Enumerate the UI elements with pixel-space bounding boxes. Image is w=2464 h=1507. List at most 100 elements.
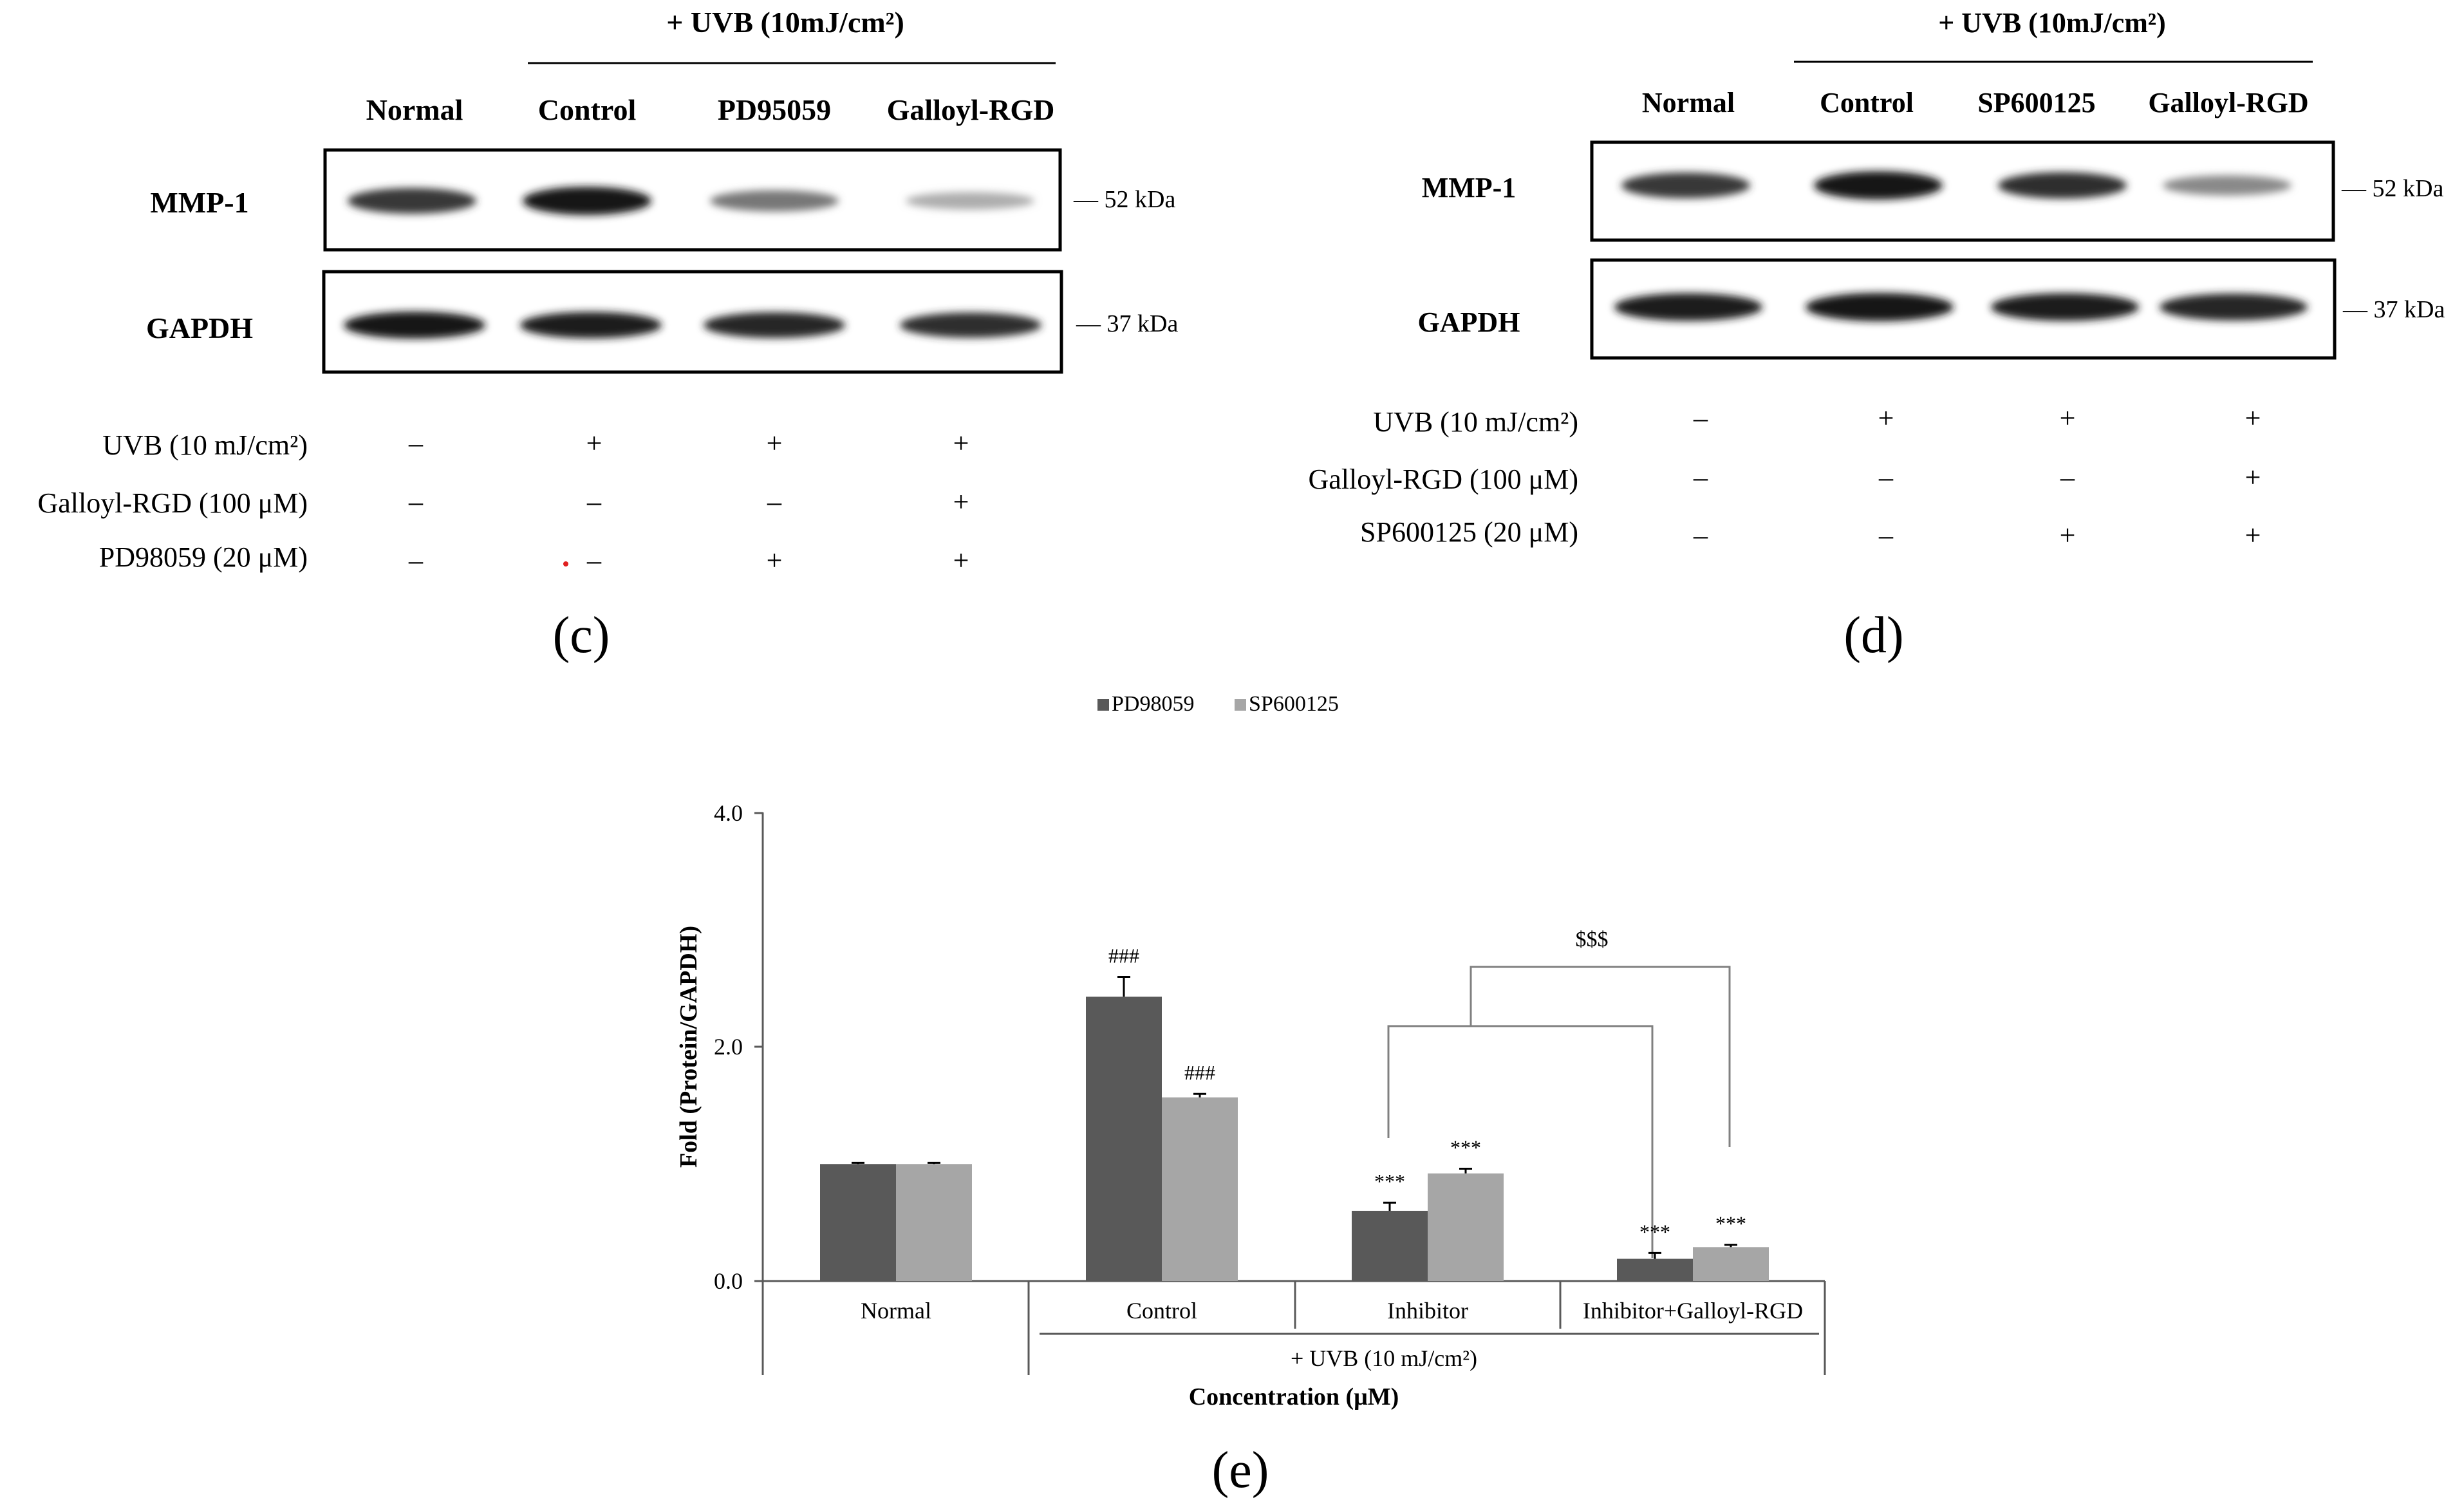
panel-c-uvb-1: + [586,427,602,459]
category-label-inhibitor-galloyl: Inhibitor+Galloyl-RGD [1583,1298,1803,1324]
panel-d-gapdh-band-1 [1806,293,1954,321]
panel-d: + UVB (10mJ/cm²) Normal Control SP600125… [1308,7,2445,664]
legend-label-sp600125: SP600125 [1249,692,1339,716]
bars: ### *** *** ### *** *** [820,944,1769,1281]
panel-d-uvb-0: – [1693,402,1708,434]
panel-d-mmp1-band-2 [1998,172,2127,199]
panel-d-sp-1: – [1878,519,1894,551]
y-tick-label-2: 2.0 [714,1034,743,1060]
panel-d-mmp1-band-3 [2163,175,2291,196]
annotation-pd98059-3: *** [1639,1220,1670,1243]
panel-d-uvb-2: + [2060,402,2076,434]
panel-d-mmp1-band-0 [1621,172,1750,199]
panel-d-sp-0: – [1693,519,1708,551]
panel-c-uvb-2: + [767,427,783,459]
bar-pd98059-3 [1617,1259,1693,1281]
panel-c-mmp1-band-3 [906,192,1034,210]
panel-c-gal-1: – [586,486,602,518]
panel-d-gal-3: + [2245,462,2261,493]
panel-c-uvb-0: – [408,427,424,459]
panel-d-lane-control: Control [1820,87,1914,118]
panel-d-cond-galloyl: Galloyl-RGD (100 μM) [1308,463,1578,495]
legend-label-pd98059: PD98059 [1112,692,1194,716]
panel-d-row-gapdh: GAPDH [1418,306,1520,338]
panel-c: + UVB (10mJ/cm²) Normal Control PD95059 … [37,6,1178,664]
panel-d-uvb-1: + [1878,402,1894,434]
panel-c-gapdh-band-2 [704,312,845,339]
panel-c-gapdh-bands [344,312,1041,339]
panel-d-lane-galloyl: Galloyl-RGD [2148,87,2308,118]
panel-c-gapdh-band-1 [520,312,662,339]
legend-swatch-sp600125 [1235,699,1246,711]
panel-c-red-dot [563,561,568,566]
uvb-group-label: + UVB (10 mJ/cm²) [1291,1345,1477,1371]
panel-c-gapdh-band-3 [900,312,1041,338]
bar-sp600125-3 [1693,1247,1769,1281]
panel-c-gal-0: – [408,486,424,518]
bracket-outer [1470,966,1731,1147]
legend-swatch-pd98059 [1097,699,1109,711]
bracket-inner [1387,1025,1654,1258]
panel-c-pd-3: + [953,545,969,576]
panel-c-caption: (c) [553,607,610,664]
panel-d-gapdh-bands [1614,293,2308,321]
panel-d-lane-normal: Normal [1642,87,1735,118]
panel-d-marker-52: — 52 kDa [2341,175,2443,202]
panel-e: PD98059 SP600125 0.0 2.0 4.0 Fold (Prote… [675,692,1826,1499]
panel-d-caption: (d) [1843,607,1903,664]
panel-c-gapdh-band-0 [344,312,485,339]
panel-d-lane-sp600125: SP600125 [1977,87,2095,118]
y-tick-label-4: 4.0 [714,800,743,826]
panel-c-row-gapdh: GAPDH [146,312,253,344]
panel-c-cond-uvb: UVB (10 mJ/cm²) [102,429,308,461]
panel-d-gapdh-band-3 [2160,293,2308,321]
panel-d-gal-0: – [1693,462,1708,493]
category-label-inhibitor: Inhibitor [1387,1298,1468,1324]
panel-c-lane-control: Control [538,93,637,126]
panel-c-row-mmp1: MMP-1 [150,186,248,219]
bar-pd98059-2 [1352,1210,1428,1281]
bar-sp600125-0 [896,1164,972,1281]
panel-c-mmp1-bands [348,187,1034,215]
panel-d-mmp1-band-1 [1814,171,1943,200]
panel-c-lane-pd95059: PD95059 [718,93,831,126]
panel-c-mmp1-band-0 [348,187,476,214]
panel-d-gal-2: – [2060,462,2075,493]
panel-c-cond-pd: PD98059 (20 μM) [99,541,308,573]
panel-d-sp-2: + [2060,519,2076,551]
panel-c-marker-37: — 37 kDa [1076,310,1178,337]
panel-d-uvb-3: + [2245,402,2261,434]
panel-c-lane-normal: Normal [366,93,463,126]
panel-c-pd-0: – [408,545,424,576]
bar-pd98059-0 [820,1164,896,1281]
panel-d-gapdh-band-2 [1991,293,2139,321]
panel-d-gal-1: – [1878,462,1894,493]
bar-sp600125-1 [1162,1097,1238,1281]
panel-c-pd-2: + [767,545,783,576]
panel-d-marker-37: — 37 kDa [2342,296,2445,323]
category-label-normal: Normal [861,1298,931,1324]
panel-e-caption: (e) [1212,1442,1269,1499]
bracket-label: $$$ [1576,928,1609,951]
annotation-sp600125-1: ### [1184,1061,1215,1084]
panel-d-sp-3: + [2245,519,2261,551]
panel-d-cond-uvb: UVB (10 mJ/cm²) [1373,406,1578,438]
bar-pd98059-1 [1086,997,1162,1281]
panel-c-uvb-3: + [953,427,969,459]
panel-c-uvb-header: + UVB (10mJ/cm²) [666,6,904,39]
panel-d-cond-sp: SP600125 (20 μM) [1360,516,1578,548]
panel-c-cond-galloyl: Galloyl-RGD (100 μM) [37,487,308,519]
category-label-control: Control [1126,1298,1197,1324]
y-axis-label: Fold (Protein/GAPDH) [675,926,702,1168]
panel-c-gal-2: – [767,486,782,518]
panel-d-mmp1-bands [1621,171,2291,200]
annotation-sp600125-2: *** [1450,1136,1481,1159]
annotation-sp600125-3: *** [1715,1212,1746,1235]
x-axis-label: Concentration (μM) [1189,1383,1399,1410]
panel-d-row-mmp1: MMP-1 [1422,172,1517,203]
panel-c-pd-1: – [586,545,602,576]
y-tick-label-0: 0.0 [714,1268,743,1294]
annotation-pd98059-1: ### [1108,944,1139,967]
panel-c-mmp1-band-2 [710,190,839,212]
